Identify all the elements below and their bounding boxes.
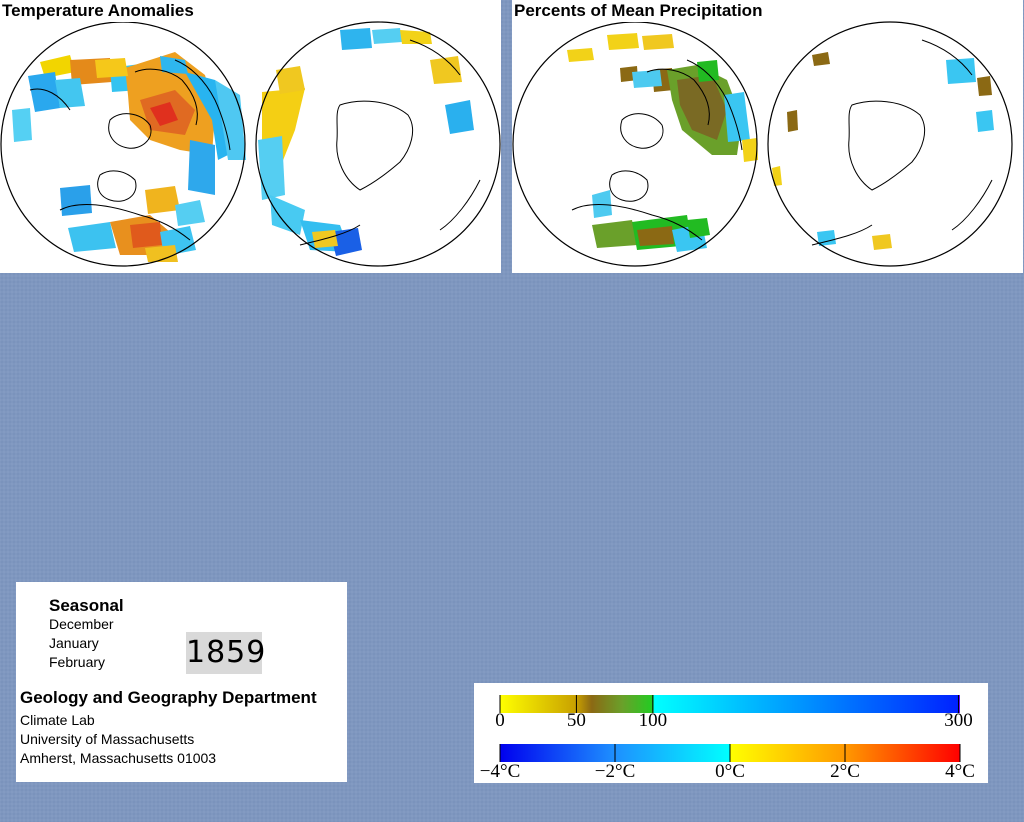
month-february: February (49, 654, 106, 670)
temperature-map-title: Temperature Anomalies (0, 0, 196, 22)
precipitation-colorbar-ticks (499, 695, 959, 713)
precip-northern-hemisphere-globe (512, 21, 758, 267)
northern-hemisphere-globe (0, 21, 246, 267)
temperature-anomaly-patches (12, 52, 246, 262)
temperature-colorbar-ticks (499, 744, 961, 762)
precipitation-map (512, 21, 1013, 267)
precipitation-patches (567, 33, 994, 252)
temperature-map-panel: Temperature Anomalies (0, 0, 501, 273)
month-december: December (49, 616, 114, 632)
precipitation-map-panel: Percents of Mean Precipitation (512, 0, 1023, 273)
precip-coastlines (571, 39, 993, 246)
precipitation-colorbar (500, 695, 960, 713)
temperature-legend-label: −2°C (594, 761, 636, 782)
precip-southern-hemisphere-globe (767, 21, 1013, 267)
legend-box: 0 50 100 300 −4°C −2°C 0°C 2°C 4°C (474, 683, 988, 783)
temperature-anomaly-patches-south (258, 28, 474, 256)
precipitation-legend-label: 0 (495, 710, 505, 731)
precipitation-map-title: Percents of Mean Precipitation (512, 0, 765, 22)
southern-hemisphere-globe (255, 21, 501, 267)
temperature-legend-label: 2°C (830, 761, 860, 782)
university-name: University of Massachusetts (20, 731, 195, 747)
address: Amherst, Massachusetts 01003 (20, 750, 217, 766)
precipitation-legend-label: 300 (944, 710, 973, 731)
department-name: Geology and Geography Department (20, 688, 317, 707)
precipitation-legend-label: 100 (638, 710, 668, 731)
year-display: 1859 (186, 632, 265, 674)
lab-name: Climate Lab (20, 712, 95, 728)
temperature-legend-label: 4°C (945, 761, 975, 782)
precipitation-legend-label: 50 (566, 710, 586, 731)
month-january: January (49, 635, 99, 651)
legend-bars (499, 695, 961, 762)
coastlines (29, 39, 481, 246)
temperature-legend-label: 0°C (715, 761, 745, 782)
temperature-legend-label: −4°C (479, 761, 521, 782)
temperature-map (0, 21, 501, 267)
info-box: Seasonal December January February 1859 … (16, 582, 347, 782)
season-label: Seasonal (49, 596, 124, 615)
